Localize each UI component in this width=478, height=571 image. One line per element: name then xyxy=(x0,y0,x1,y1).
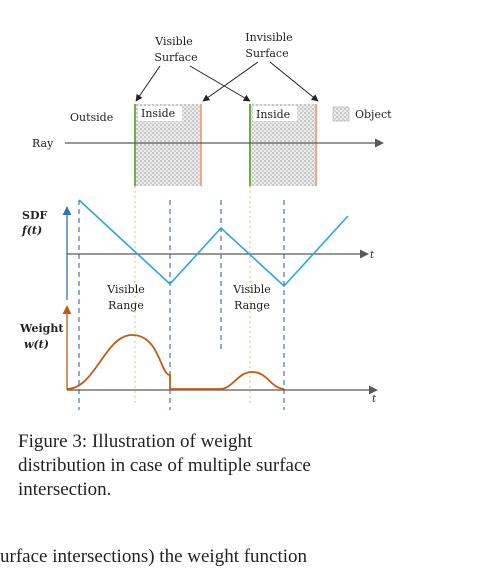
visible-surface-arrow-2 xyxy=(189,65,251,102)
weight-function-label: w(t) xyxy=(24,338,49,351)
body-text-line: urface intersections) the weight functio… xyxy=(0,546,308,567)
invisible-surface-label-line1: Invisible xyxy=(245,31,292,44)
invisible-surface-arrow-1 xyxy=(202,61,259,102)
weight-panel: Weight w(t) t xyxy=(19,305,378,405)
caption-line-2: distribution in case of multiple surface xyxy=(18,455,311,476)
visible-surface-arrow-1 xyxy=(135,65,161,102)
figure-caption: Figure 3: Illustration of weight distrib… xyxy=(18,430,418,502)
sdf-t-label: t xyxy=(370,250,375,261)
inside-label-bg-right xyxy=(253,106,297,121)
weight-t-label: t xyxy=(372,394,377,405)
outside-label: Outside xyxy=(70,111,113,124)
visible-range-label-a1: Visible xyxy=(106,283,145,296)
inside-label-left: Inside xyxy=(141,107,175,120)
sdf-function-label: f(t) xyxy=(21,224,42,237)
ray-panel: Visible Surface Invisible Surface Outsid… xyxy=(32,31,392,186)
sdf-curve xyxy=(78,199,349,288)
sdf-label: SDF xyxy=(22,209,47,222)
visible-range-label-b2: Range xyxy=(234,299,270,312)
caption-line-3: intersection. xyxy=(18,479,112,500)
caption-line-1: Figure 3: Illustration of weight xyxy=(18,431,253,452)
visible-surface-label-line1: Visible xyxy=(154,35,193,48)
invisible-surface-label-line2: Surface xyxy=(245,47,288,60)
weight-curve xyxy=(66,334,285,390)
inside-label-right: Inside xyxy=(256,108,290,121)
invisible-surface-arrow-2 xyxy=(269,61,319,102)
weight-label: Weight xyxy=(19,322,64,335)
object-legend-label: Object xyxy=(355,108,392,121)
weight-distribution-figure: Visible Surface Invisible Surface Outsid… xyxy=(19,31,392,410)
guide-lines xyxy=(78,186,285,410)
inside-label-bg-left xyxy=(138,106,182,121)
visible-range-label-b1: Visible xyxy=(232,283,271,296)
object-legend-swatch xyxy=(332,106,350,122)
visible-range-label-a2: Range xyxy=(108,299,144,312)
ray-label: Ray xyxy=(32,137,54,150)
visible-surface-label-line2: Surface xyxy=(154,51,197,64)
sdf-panel: SDF f(t) t Visible Range Visible Range xyxy=(21,199,375,312)
